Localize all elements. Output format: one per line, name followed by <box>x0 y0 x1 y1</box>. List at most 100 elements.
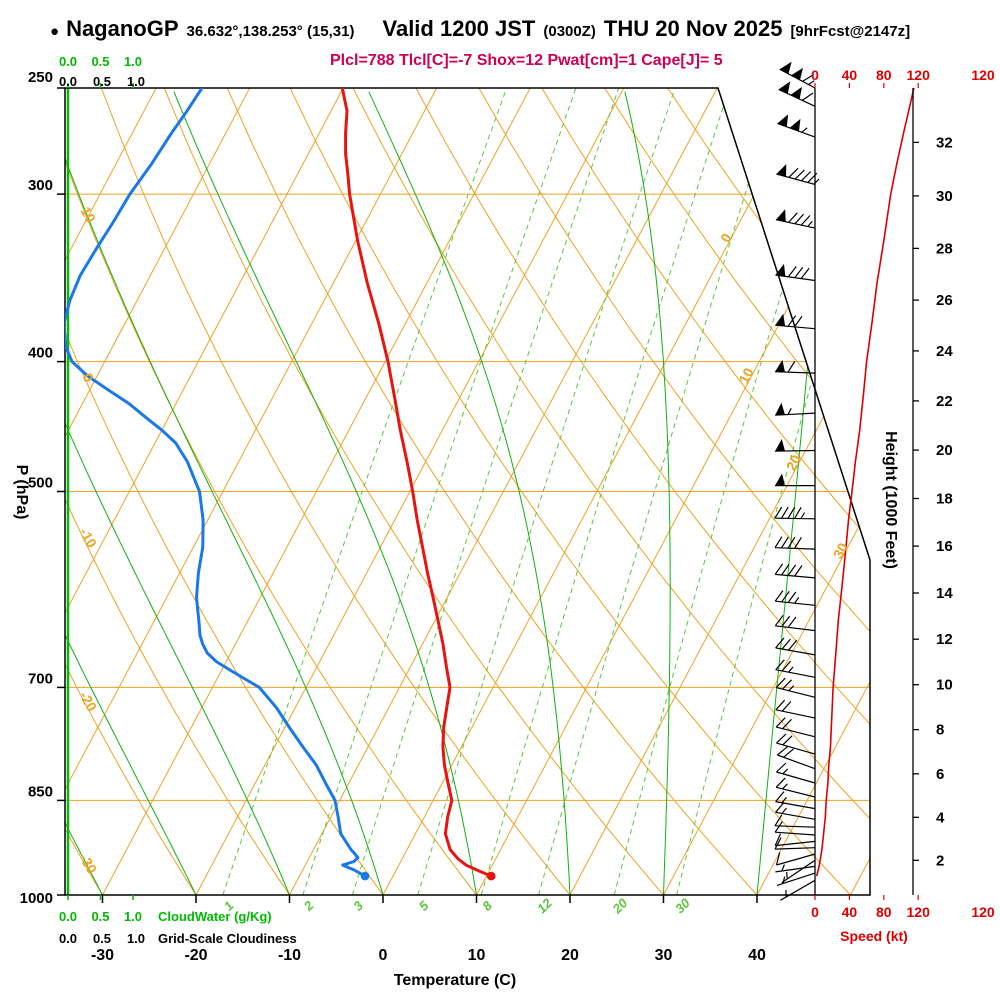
surface-temperature-dot <box>486 871 496 881</box>
pressure-axis-title: P (hPa) <box>13 465 30 520</box>
wind-barb-pennant <box>775 402 785 416</box>
wind-barb <box>775 266 816 282</box>
valid-date: THU 20 Nov 2025 <box>603 16 783 41</box>
wind-barb <box>777 746 816 770</box>
wind-barb-pennant <box>775 439 785 452</box>
wind-barb <box>775 777 816 798</box>
wind-barb <box>774 814 816 828</box>
forecast-note: [9hrFcst@2147z] <box>790 23 911 40</box>
wind-barb <box>774 837 816 850</box>
wind-barb <box>780 879 816 901</box>
wind-barb <box>775 637 816 656</box>
isotherm-lines <box>65 88 870 895</box>
wind-barb <box>774 506 816 520</box>
dry-adiabat-lines <box>65 88 870 895</box>
dry-adiabat-label: -10 <box>76 525 100 551</box>
dewpoint-curve <box>65 88 367 878</box>
mixing-ratio-label: 8 <box>479 897 495 913</box>
height-tick-label: 30 <box>936 188 953 205</box>
cloudwater-scale-label: 0.5 <box>91 54 109 69</box>
height-tick-label: 4 <box>936 809 945 826</box>
mixing-ratio-label: 20 <box>609 895 631 917</box>
station-bullet-icon: ● <box>50 23 60 40</box>
wind-barb-pennant <box>777 114 801 132</box>
valid-time: Valid 1200 JST <box>382 16 536 41</box>
wind-barb <box>774 833 816 847</box>
cloudiness-scale-label: 0.0 <box>59 74 77 89</box>
cloudwater-axis-title: CloudWater (g/Kg) <box>158 909 272 924</box>
speed-tick-label: 40 <box>842 67 858 83</box>
wind-barb <box>774 563 816 579</box>
pressure-tick-label: 400 <box>28 345 53 362</box>
station-name: NaganoGP <box>66 16 179 41</box>
stability-parameters: Plcl=788 Tlcl[C]=-7 Shox=12 Pwat[cm]=1 C… <box>330 52 723 69</box>
height-tick-label: 16 <box>936 538 953 555</box>
height-tick-label: 14 <box>936 585 953 602</box>
sounding-profiles <box>65 88 496 881</box>
wind-barb-pennant <box>775 473 785 486</box>
wind-barb-pennant <box>776 164 787 177</box>
speed-tick-label: 120 <box>907 904 931 920</box>
height-axis-title: Height (1000 Feet) <box>882 431 899 569</box>
wind-barb <box>775 677 816 698</box>
isobar-lines <box>65 193 870 801</box>
isotherm-label: 30 <box>830 540 852 561</box>
cloudiness-scale-label: 0.5 <box>93 74 111 89</box>
pressure-tick-label: 850 <box>28 783 53 800</box>
wind-barb <box>775 699 816 719</box>
temperature-tick-label: 0 <box>379 947 388 964</box>
temperature-tick-label: 20 <box>561 947 579 964</box>
wind-barb-pennant <box>775 209 786 222</box>
temperature-curve <box>340 88 493 878</box>
cloudwater-scale-label: 0.0 <box>59 909 77 924</box>
axis-annotations: 2468101214161820222426283032250300400500… <box>13 54 995 989</box>
temperature-tick-label: 40 <box>748 947 766 964</box>
speed-corner-label: 120 <box>971 904 995 920</box>
station-coords: 36.632°,138.253° (15,31) <box>186 23 355 40</box>
isotherm-label: 0 <box>717 230 735 245</box>
wind-barb-pennant <box>778 81 802 100</box>
height-tick-label: 18 <box>936 490 953 507</box>
wind-barb <box>775 659 816 678</box>
isotherm-label: 20 <box>783 452 805 473</box>
speed-corner-label: 120 <box>971 67 995 83</box>
mixing-ratio-label: 2 <box>300 897 317 914</box>
height-tick-label: 10 <box>936 677 953 694</box>
height-tick-label: 6 <box>936 766 944 783</box>
wind-barb <box>776 167 820 185</box>
mixing-ratio-label: 5 <box>416 897 432 913</box>
height-tick-label: 28 <box>936 240 953 257</box>
cloudiness-scale-label: 0.5 <box>93 931 111 946</box>
wind-barb-pennant <box>779 61 803 80</box>
height-tick-label: 8 <box>936 722 944 739</box>
isotherm-label: 10 <box>735 365 757 386</box>
height-tick-label: 20 <box>936 442 953 459</box>
surface-dewpoint-dot <box>360 871 370 881</box>
cloudwater-scale-label: 0.5 <box>91 909 109 924</box>
speed-tick-label: 0 <box>811 67 819 83</box>
temperature-tick-label: -10 <box>278 947 301 964</box>
wind-barb <box>774 615 816 632</box>
mixing-ratio-label: 30 <box>672 895 693 916</box>
dry-adiabat-label: -30 <box>76 851 100 877</box>
wind-barbs <box>774 61 820 901</box>
height-tick-label: 22 <box>936 393 953 410</box>
temperature-tick-label: 10 <box>468 947 486 964</box>
height-tick-label: 2 <box>936 852 944 869</box>
height-tick-label: 32 <box>936 134 953 151</box>
pressure-tick-label: 500 <box>28 475 53 492</box>
mixing-ratio-label: 3 <box>350 897 366 913</box>
wind-speed-curve <box>815 87 915 877</box>
wind-barb <box>774 821 816 836</box>
cloudiness-scale-label: 1.0 <box>127 74 145 89</box>
temperature-tick-label: 30 <box>655 947 673 964</box>
cloudiness-axis-title: Grid-Scale Cloudiness <box>158 931 297 946</box>
wind-barb-pennant <box>775 359 785 373</box>
cloudiness-scale-label: 0.0 <box>59 931 77 946</box>
temperature-tick-label: -20 <box>184 947 207 964</box>
valid-zulu: (0300Z) <box>543 23 596 40</box>
pressure-tick-label: 1000 <box>20 890 53 907</box>
dry-adiabat-label: 10 <box>78 204 100 226</box>
wind-barb <box>775 852 816 866</box>
